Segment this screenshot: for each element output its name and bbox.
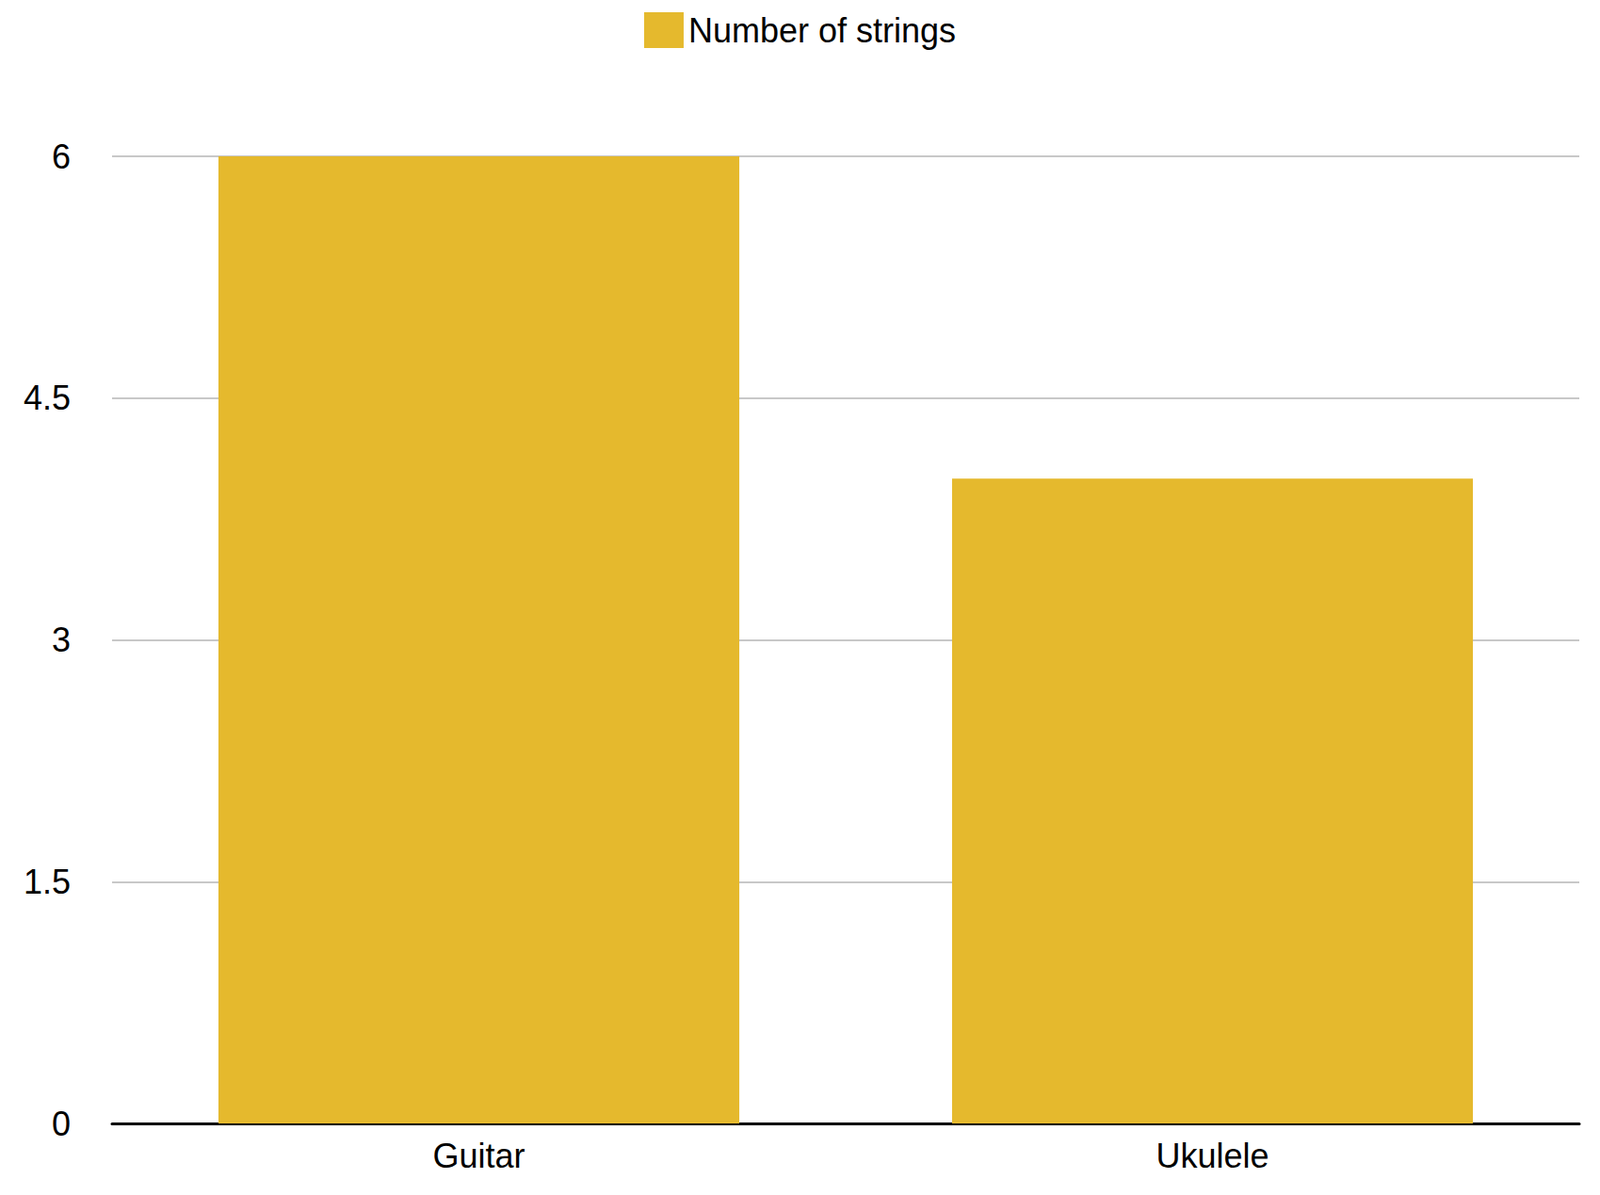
svg-text:3: 3 xyxy=(51,620,71,660)
svg-text:4.5: 4.5 xyxy=(23,378,71,418)
svg-text:0: 0 xyxy=(51,1104,71,1144)
svg-text:Guitar: Guitar xyxy=(432,1136,525,1176)
svg-text:Ukulele: Ukulele xyxy=(1155,1136,1269,1176)
svg-text:1.5: 1.5 xyxy=(23,862,71,902)
svg-text:6: 6 xyxy=(51,137,71,177)
svg-text:Number of strings: Number of strings xyxy=(688,11,956,50)
